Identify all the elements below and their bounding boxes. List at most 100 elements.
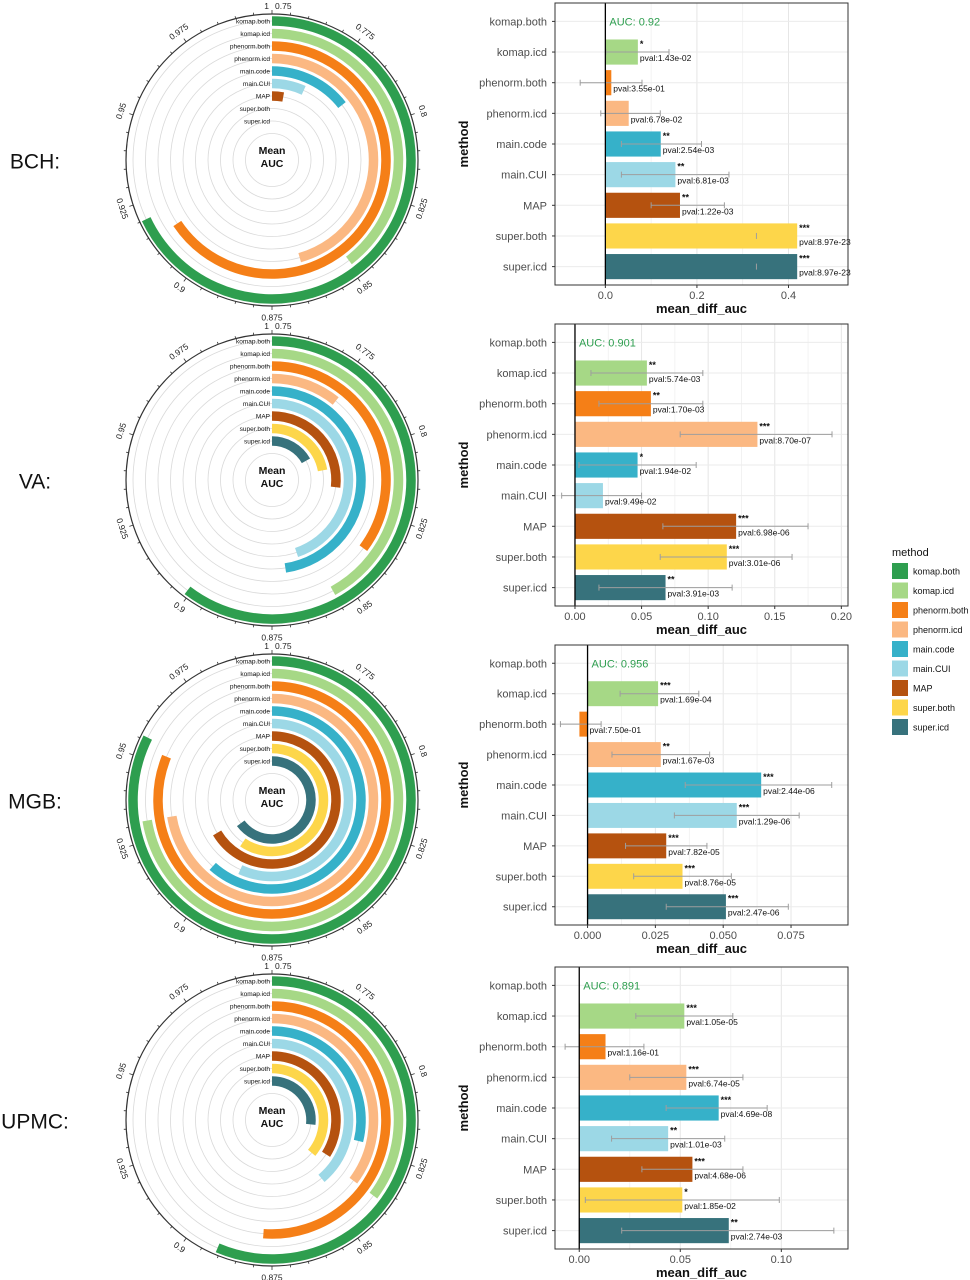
x-tick-label: 0.05 <box>631 611 652 623</box>
legend-swatch-komap.icd <box>892 582 908 599</box>
axis-tick <box>403 221 407 224</box>
axis-tick <box>200 607 203 611</box>
radial-bar-main.code <box>209 706 366 894</box>
radial-bar-komap.icd <box>142 668 404 932</box>
legend-label: super.icd <box>913 723 949 733</box>
ring-label: main.CUI <box>243 81 270 88</box>
axis-tick <box>307 16 310 19</box>
axis-tick <box>325 981 328 985</box>
category-label: komap.both <box>490 16 547 28</box>
axis-tick <box>403 1181 407 1184</box>
pvalue-label: pval:1.94e-02 <box>640 466 692 476</box>
axis-tick <box>129 1164 134 1167</box>
axis-tick <box>357 678 361 683</box>
category-label: phenorm.both <box>479 78 547 90</box>
grid-ring <box>220 108 324 212</box>
ring-label: phenorm.icd <box>234 376 270 383</box>
tick-label: 0.8 <box>416 744 429 759</box>
tick-label: 0.975 <box>167 341 190 362</box>
radial-bar-super.both <box>271 1063 329 1156</box>
significance-label: ** <box>663 131 671 141</box>
significance-label: ** <box>653 391 661 401</box>
ring-label: super.icd <box>244 759 270 766</box>
axis-tick <box>129 844 134 847</box>
significance-label: *** <box>799 223 810 233</box>
legend-swatch-MAP <box>892 680 908 696</box>
category-label: MAP <box>523 841 547 853</box>
axis-tick <box>234 301 237 304</box>
category-label: main.code <box>496 139 547 151</box>
significance-label: *** <box>799 254 810 264</box>
pvalue-label: pval:8.76e-05 <box>685 877 737 887</box>
x-tick-label: 0.00 <box>569 1254 590 1266</box>
auc-annotation: AUC: 0.891 <box>583 980 640 992</box>
category-label: komap.both <box>490 658 547 670</box>
axis-tick <box>129 753 134 756</box>
axis-tick <box>371 906 374 909</box>
axis-tick <box>395 1040 398 1043</box>
tick-label: 0.825 <box>414 197 430 221</box>
pvalue-label: pval:1.69e-04 <box>660 695 712 705</box>
center-label: AUC <box>261 1118 284 1130</box>
tick-label: 0.8 <box>416 104 429 119</box>
axis-tick <box>216 21 219 25</box>
ring-label: main.code <box>240 389 270 396</box>
ring-label: main.code <box>240 69 270 76</box>
category-label: phenorm.icd <box>486 1072 547 1084</box>
x-tick-label: 0.20 <box>831 611 852 623</box>
category-label: komap.both <box>490 980 547 992</box>
ring-label: main.CUI <box>243 1041 270 1048</box>
radial-bar-main.code <box>271 1026 366 1143</box>
radial-bar-komap.icd <box>271 348 404 596</box>
axis-tick <box>384 65 387 68</box>
axis-tick <box>183 597 187 602</box>
site-label: MGB: <box>8 791 62 814</box>
tick-label: 0.95 <box>114 1061 129 1080</box>
axis-tick <box>200 669 203 673</box>
axis-tick <box>341 1247 344 1251</box>
pvalue-label: pval:6.81e-03 <box>677 176 729 186</box>
category-label: super.both <box>496 552 547 564</box>
tick-label: 0.975 <box>167 661 190 682</box>
significance-label: ** <box>670 1126 678 1136</box>
tick-label: 0.925 <box>114 1157 130 1181</box>
tick-label: 0.95 <box>114 421 129 440</box>
radial-bar-komap.both <box>141 16 416 304</box>
center-label: Mean <box>259 1105 286 1117</box>
tick-label: 0.75 <box>275 961 292 971</box>
axis-tick <box>146 1197 149 1200</box>
tick-label: 0.775 <box>354 21 377 42</box>
category-label: MAP <box>523 1164 547 1176</box>
axis-tick <box>216 935 219 939</box>
category-label: main.CUI <box>501 1134 547 1146</box>
center-label: AUC <box>261 478 284 490</box>
significance-label: *** <box>738 513 749 523</box>
axis-tick <box>384 572 387 575</box>
radial-bar-super.both <box>271 423 328 472</box>
radial-bar-super.icd <box>236 756 316 844</box>
radial-bar-phenorm.both <box>263 1001 391 1239</box>
tick-label: 0.85 <box>355 918 374 936</box>
significance-label: * <box>640 39 644 49</box>
x-tick-label: 0.05 <box>670 1254 691 1266</box>
pvalue-label: pval:3.91e-03 <box>668 589 720 599</box>
ring-label: komap.both <box>236 339 270 346</box>
axis-tick <box>183 277 187 282</box>
pvalue-label: pval:4.68e-06 <box>694 1170 746 1180</box>
panel-border <box>554 644 849 926</box>
pvalue-label: pval:1.43e-02 <box>640 53 692 63</box>
ring-label: komap.icd <box>240 31 270 38</box>
category-label: phenorm.both <box>479 1042 547 1054</box>
pvalue-label: pval:1.29e-06 <box>739 816 791 826</box>
axis-tick <box>384 252 387 255</box>
axis-tick <box>403 1056 407 1059</box>
tick-label: 0.85 <box>355 598 374 616</box>
pvalue-label: pval:6.78e-02 <box>631 114 683 124</box>
axis-tick <box>371 266 374 269</box>
category-label: phenorm.icd <box>486 750 547 762</box>
pvalue-label: pval:2.44e-06 <box>763 786 815 796</box>
axis-tick <box>325 661 328 665</box>
tick-label: 0.775 <box>354 341 377 362</box>
ring-label: super.both <box>240 426 271 433</box>
axis-tick <box>357 917 361 922</box>
